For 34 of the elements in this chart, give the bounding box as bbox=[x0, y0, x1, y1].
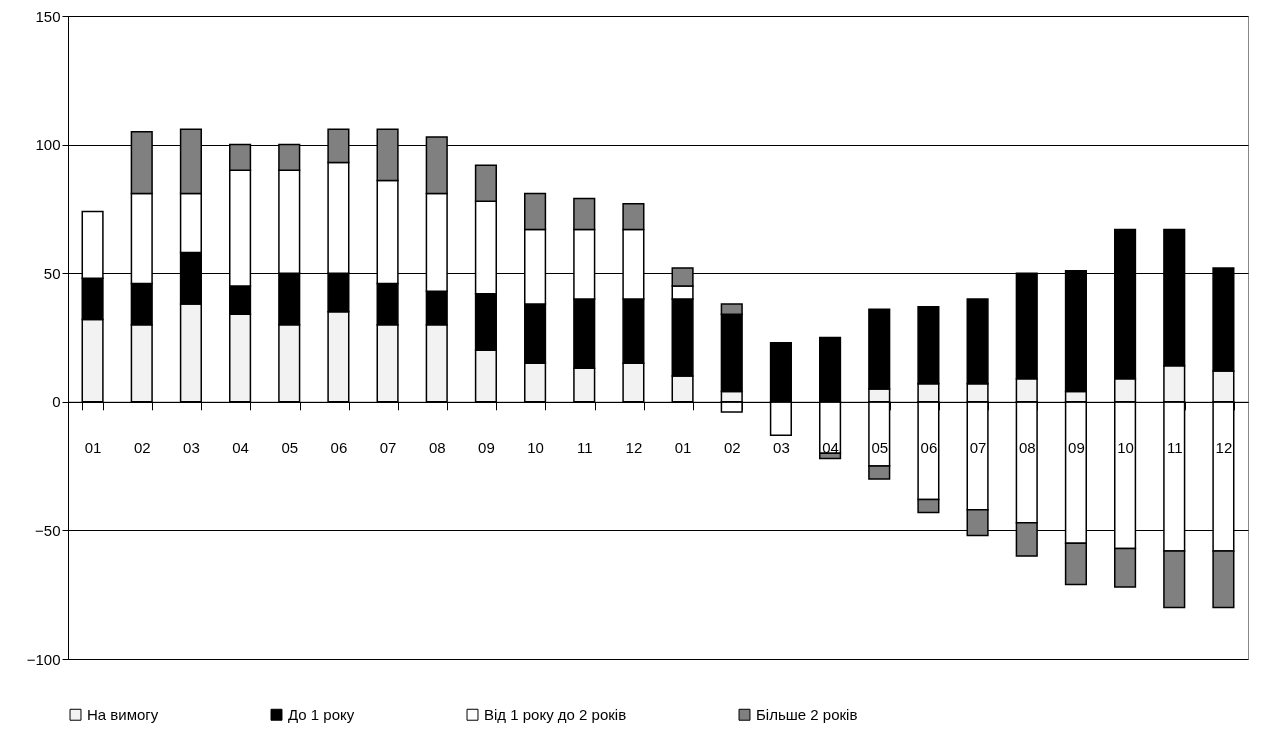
x-tick-label: 01 bbox=[674, 439, 692, 457]
x-tick-label: 02 bbox=[723, 439, 741, 457]
x-tick-label: 03 bbox=[183, 439, 200, 457]
x-tick-label: 10 bbox=[1117, 439, 1134, 457]
x-tick-label: 05 bbox=[281, 439, 299, 457]
x-tick-label: 12 bbox=[1215, 439, 1233, 457]
x-tick-label: 09 bbox=[1068, 439, 1085, 457]
x-tick-label: 10 bbox=[527, 439, 544, 457]
x-tick-label: 02 bbox=[133, 439, 151, 457]
x-tick-label: 11 bbox=[576, 439, 593, 457]
legend-label: До 1 року bbox=[288, 705, 355, 723]
x-tick-label: 08 bbox=[428, 439, 446, 457]
x-tick-label: 11 bbox=[1166, 439, 1183, 457]
y-tick-label: −50 bbox=[35, 521, 61, 539]
x-tick-label: 03 bbox=[773, 439, 790, 457]
x-tick-label: 12 bbox=[625, 439, 643, 457]
x-tick-label: 08 bbox=[1018, 439, 1036, 457]
x-tick-label: 04 bbox=[822, 439, 839, 457]
x-tick-label: 05 bbox=[871, 439, 889, 457]
y-tick-label: 150 bbox=[35, 7, 61, 25]
x-tick-label: 07 bbox=[379, 439, 397, 457]
legend-label: Від 1 року до 2 років bbox=[484, 705, 627, 723]
y-tick-label: 100 bbox=[35, 136, 61, 154]
x-tick-label: 07 bbox=[969, 439, 987, 457]
x-tick-label: 04 bbox=[232, 439, 249, 457]
x-tick-label: 06 bbox=[920, 439, 938, 457]
x-tick-label: 01 bbox=[84, 439, 102, 457]
x-tick-label: 06 bbox=[330, 439, 348, 457]
x-tick-label: 09 bbox=[478, 439, 495, 457]
y-tick-label: −100 bbox=[26, 650, 61, 668]
y-tick-label: 0 bbox=[52, 393, 61, 411]
legend-label: На вимогу bbox=[87, 705, 159, 723]
y-tick-label: 50 bbox=[43, 264, 61, 282]
legend-label: Більше 2 років bbox=[756, 705, 858, 723]
